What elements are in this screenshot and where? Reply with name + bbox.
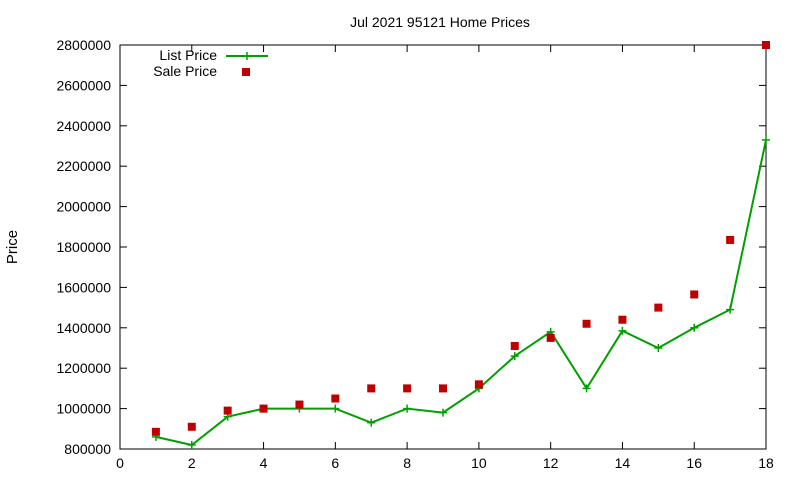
y-tick-label: 2400000 <box>56 118 111 134</box>
y-tick-label: 2000000 <box>56 199 111 215</box>
sale-price-point <box>654 303 663 312</box>
sale-price-point <box>187 422 196 431</box>
sale-price-point <box>546 333 555 342</box>
sale-price-point <box>259 404 268 413</box>
y-tick-label: 2200000 <box>56 158 111 174</box>
sale-price-point <box>331 394 340 403</box>
list-price-point <box>654 344 663 352</box>
sale-price-point <box>474 380 483 389</box>
y-tick-label: 2600000 <box>56 77 111 93</box>
sale-price-point <box>726 235 735 244</box>
sale-price-point <box>690 290 699 299</box>
x-tick-label: 14 <box>615 455 631 471</box>
legend-swatch-sale-price <box>242 68 250 76</box>
sale-price-point <box>618 315 627 324</box>
list-price-point <box>690 323 699 332</box>
sale-price-point <box>403 384 412 393</box>
list-price-point <box>439 408 447 417</box>
y-tick-label: 800000 <box>64 441 111 457</box>
list-price-point <box>367 418 376 427</box>
sale-price-point <box>223 406 232 415</box>
sale-price-point <box>151 427 160 436</box>
list-price-point <box>618 326 627 335</box>
x-tick-label: 18 <box>758 455 774 471</box>
x-tick-label: 2 <box>188 455 196 471</box>
x-tick-label: 10 <box>471 455 487 471</box>
list-price-point <box>762 135 770 144</box>
y-tick-label: 1000000 <box>56 401 111 417</box>
chart-title: Jul 2021 95121 Home Prices <box>350 14 530 30</box>
list-price-point <box>510 352 519 361</box>
legend-label-sale-price: Sale Price <box>153 63 217 79</box>
x-tick-label: 16 <box>686 455 702 471</box>
sale-price-point <box>295 400 304 409</box>
list-price-point <box>187 440 196 449</box>
y-tick-label: 1400000 <box>56 320 111 336</box>
y-axis-ticks: 800000 1000000 1200000 1400000 1600000 180000… <box>56 37 766 457</box>
sale-price-point <box>510 341 519 350</box>
x-tick-label: 4 <box>260 455 268 471</box>
y-tick-label: 1600000 <box>56 279 111 295</box>
sale-price-point <box>762 41 770 49</box>
list-price-point <box>403 404 412 413</box>
x-tick-label: 12 <box>543 455 559 471</box>
sale-price-point <box>582 319 591 328</box>
y-tick-label: 1200000 <box>56 360 111 376</box>
x-axis-ticks: 0 2 4 6 8 10 12 14 16 18 <box>116 45 774 471</box>
y-tick-label: 2800000 <box>56 37 111 53</box>
list-price-point <box>726 305 735 314</box>
x-tick-label: 8 <box>403 455 411 471</box>
y-axis-label: Price <box>4 230 21 264</box>
series-layer <box>151 41 770 449</box>
list-price-line <box>155 139 767 447</box>
sale-price-point <box>439 384 447 393</box>
sale-price-point <box>367 384 376 393</box>
x-tick-label: 0 <box>116 455 124 471</box>
y-tick-label: 1800000 <box>56 239 111 255</box>
legend-label-list-price: List Price <box>159 47 217 63</box>
list-price-point <box>331 404 340 413</box>
x-tick-label: 6 <box>331 455 339 471</box>
list-price-point <box>582 384 591 393</box>
